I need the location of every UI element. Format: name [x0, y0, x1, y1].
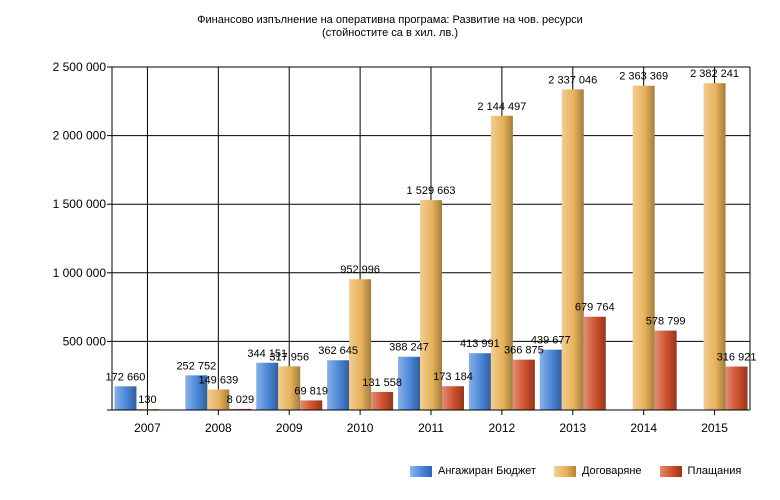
bar-Плащания-2009 [300, 400, 323, 410]
data-label: 8 029 [227, 394, 255, 406]
x-tick-label: 2010 [347, 421, 374, 435]
bar-Ангажиран Бюджет-2007 [114, 386, 137, 410]
y-tick-label: 2 500 000 [53, 60, 107, 74]
data-label: 388 247 [389, 342, 429, 354]
x-tick-label: 2012 [489, 421, 516, 435]
bar-Плащания-2012 [512, 359, 535, 410]
data-label: 69 819 [294, 385, 328, 397]
bar-Договаряне-2010 [349, 279, 372, 410]
chart-subtitle: (стойностите са в хил. лв.) [321, 27, 459, 39]
legend-label-committed: Ангажиран Бюджет [438, 465, 536, 477]
bar-Договаряне-2009 [278, 366, 301, 410]
data-label: 2 382 241 [690, 68, 739, 80]
bar-Договаряне-2013 [561, 89, 584, 410]
bar-Плащания-2010 [371, 391, 394, 410]
data-label: 2 337 046 [548, 74, 597, 86]
bar-Ангажиран Бюджет-2011 [398, 356, 420, 410]
bar-Плащания-2015 [725, 366, 748, 410]
bar-marks [114, 83, 748, 411]
data-label: 2 363 369 [619, 71, 668, 83]
bar-Ангажиран Бюджет-2008 [185, 375, 208, 410]
legend-label-contracted: Договаряне [581, 465, 642, 477]
x-tick-label: 2014 [630, 421, 657, 435]
chart-title: Финансово изпълнение на оперативна прогр… [197, 14, 583, 26]
data-label: 344 151 [247, 348, 287, 360]
legend-label-payments: Плащания [687, 465, 742, 477]
legend-item-contracted: Договаряне [553, 465, 642, 477]
bar-Ангажиран Бюджет-2009 [256, 362, 279, 410]
data-label: 173 184 [433, 371, 473, 383]
bar-Плащания-2013 [583, 316, 606, 410]
y-tick-label: 1 500 000 [53, 197, 107, 211]
x-tick-label: 2013 [559, 421, 586, 435]
data-label: 149 639 [198, 374, 238, 386]
bar-Договаряне-2012 [490, 115, 513, 410]
data-label: 366 875 [504, 345, 544, 357]
data-labels: 500 000 1 000 000 1 500 000 2 000 000 2 500 … [53, 60, 757, 435]
legend-item-payments: Плащания [659, 465, 742, 477]
x-tick-label: 2015 [701, 421, 728, 435]
data-label: 252 752 [176, 360, 216, 372]
data-label: 413 991 [460, 338, 500, 350]
legend: Ангажиран Бюджет Договаряне Плащания [410, 462, 759, 480]
bar-Ангажиран Бюджет-2010 [327, 360, 350, 410]
x-tick-label: 2007 [134, 421, 161, 435]
bar-Договаряне-2008 [207, 389, 230, 410]
data-label: 130 [138, 394, 156, 406]
data-label: 317 956 [269, 351, 309, 363]
data-label: 952 996 [340, 264, 380, 276]
bar-Ангажиран Бюджет-2013 [539, 349, 562, 410]
legend-swatch-committed [410, 465, 432, 477]
y-tick-label: 500 000 [63, 334, 107, 348]
x-tick-label: 2011 [418, 421, 444, 435]
x-tick-label: 2009 [276, 421, 303, 435]
data-label: 362 645 [318, 345, 358, 357]
bar-Ангажиран Бюджет-2012 [468, 353, 491, 410]
bar-Договаряне-2014 [632, 85, 655, 410]
x-tick-label: 2008 [205, 421, 232, 435]
bar-Плащания-2008 [229, 408, 252, 410]
data-label: 2 144 497 [477, 101, 526, 113]
bar-Плащания-2014 [654, 330, 677, 410]
bar-Договаряне-2011 [420, 200, 442, 410]
data-label: 578 799 [646, 316, 686, 328]
data-label: 439 677 [531, 335, 571, 347]
data-label: 1 529 663 [407, 185, 456, 197]
bar-Плащания-2011 [442, 386, 464, 410]
legend-swatch-contracted [553, 465, 576, 477]
data-label: 316 921 [717, 352, 757, 364]
legend-swatch-payments [659, 465, 682, 477]
y-tick-label: 1 000 000 [53, 266, 107, 280]
axes [107, 66, 751, 411]
legend-item-committed: Ангажиран Бюджет [410, 465, 536, 477]
data-label: 679 764 [575, 302, 615, 314]
data-label: 172 660 [106, 371, 146, 383]
y-tick-label: 2 000 000 [53, 129, 107, 143]
data-label: 131 558 [362, 377, 402, 389]
bar-Договаряне-2015 [703, 83, 726, 411]
